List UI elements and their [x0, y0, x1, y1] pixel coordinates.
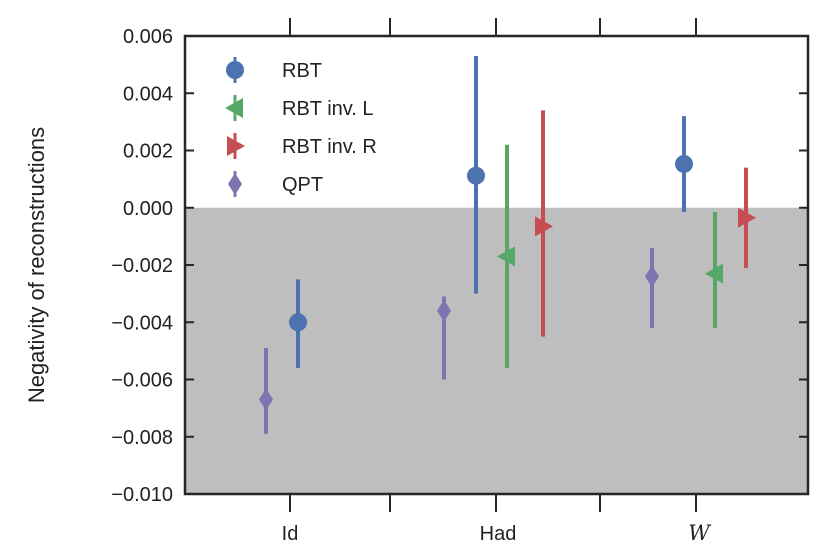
marker-rbt-inv-l-had [497, 246, 515, 267]
category-label-id: Id [282, 523, 299, 545]
y-tick-label: −0.008 [111, 427, 173, 449]
category-label-w: W [688, 521, 712, 545]
marker-qpt-w [645, 265, 659, 288]
legend-label-rbt-inv-l: RBT inv. L [282, 98, 374, 120]
marker-rbt-had [467, 166, 485, 185]
marker-rbt-inv-r-w [738, 207, 756, 228]
y-tick-label: −0.006 [111, 370, 173, 392]
y-tick-label: −0.004 [111, 312, 173, 334]
shaded-region-layer [185, 207, 808, 494]
marker-rbt-w [675, 154, 693, 173]
legend-marker-rbt-inv-l [225, 98, 243, 118]
category-label-had: Had [480, 523, 517, 545]
legend-marker-qpt [228, 173, 242, 195]
legend-label-rbt: RBT [282, 60, 322, 82]
y-tick-label: 0.006 [123, 26, 173, 48]
marker-rbt-inv-r-had [535, 216, 553, 237]
y-tick-label: −0.002 [111, 255, 173, 277]
legend-label-qpt: QPT [282, 174, 323, 196]
y-tick-label: 0.000 [123, 198, 173, 220]
data-marks-layer [259, 56, 756, 434]
legend-marker-rbt [226, 61, 244, 79]
y-tick-label: 0.004 [123, 83, 173, 105]
y-tick-label: −0.010 [111, 484, 173, 506]
marker-rbt-id [289, 313, 307, 332]
y-tick-label: 0.002 [123, 141, 173, 163]
marker-qpt-had [437, 299, 451, 322]
marker-qpt-id [259, 388, 273, 411]
x-categories-layer: Id Had W [282, 18, 712, 545]
legend-marker-rbt-inv-r [227, 136, 245, 156]
y-ticks-layer: 0.006 0.004 0.002 0.000 −0.002 −0.004 −0.006 −0… [111, 26, 808, 506]
legend-label-rbt-inv-r: RBT inv. R [282, 136, 377, 158]
negative-region-shade [185, 207, 808, 494]
marker-rbt-inv-l-w [705, 263, 723, 284]
legend: RBT RBT inv. L RBT inv. R QPT [225, 57, 377, 197]
y-axis-label: Negativity of reconstructions [24, 127, 49, 403]
